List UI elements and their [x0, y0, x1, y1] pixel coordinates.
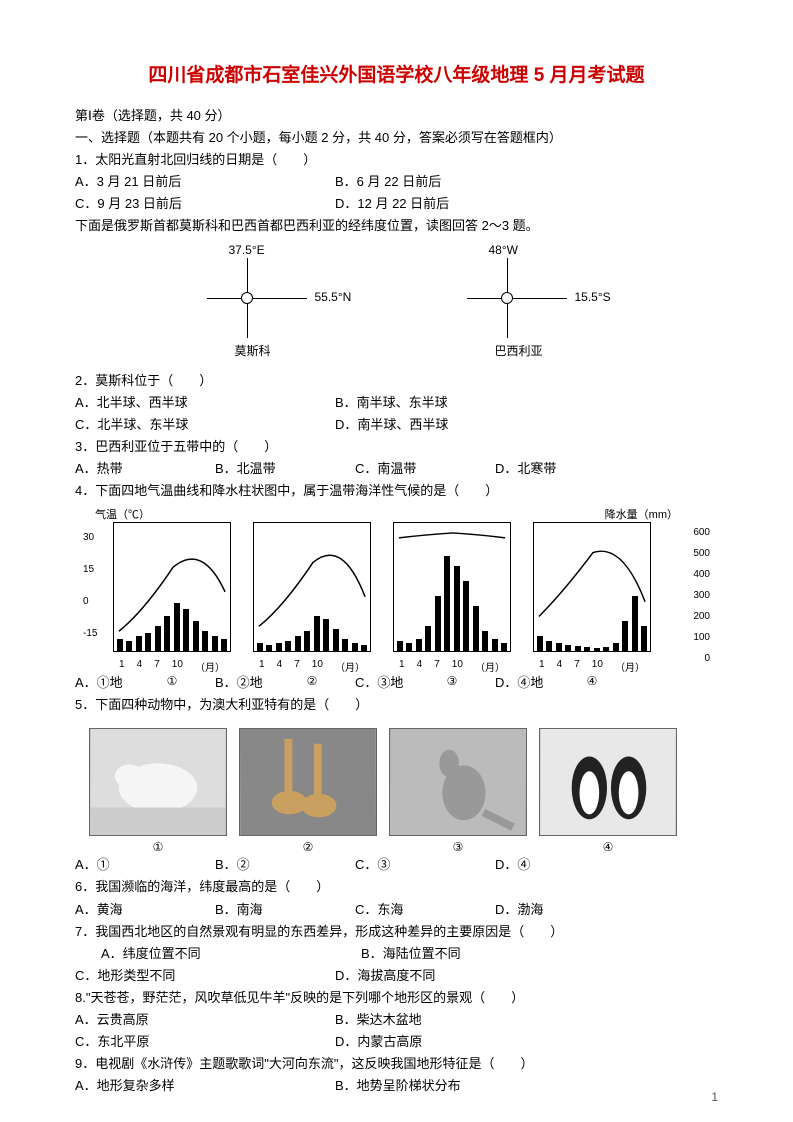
question-7-text: 7．我国西北地区的自然景观有明显的东西差异，形成这种差异的主要原因是（ ） [75, 921, 718, 943]
q6-option-c: C．东海 [355, 899, 495, 921]
animal-giraffe [239, 728, 377, 836]
moscow-coord: 37.5°E 55.5°N 莫斯科 [187, 248, 347, 358]
question-1-text: 1．太阳光直射北回归线的日期是（ ） [75, 149, 718, 171]
question-5-text: 5．下面四种动物中，为澳大利亚特有的是（ ） [75, 694, 718, 716]
q3-option-b: B．北温带 [215, 458, 355, 480]
brasilia-lat: 15.5°S [575, 290, 611, 304]
q4-option-c: C．③地 [355, 672, 495, 694]
q7-option-b: B．海陆位置不同 [361, 943, 461, 965]
moscow-name: 莫斯科 [235, 342, 271, 359]
q1-option-c: C．9 月 23 日前后 [75, 193, 335, 215]
q2-option-a: A．北半球、西半球 [75, 392, 335, 414]
q3-option-a: A．热带 [75, 458, 215, 480]
animal-kangaroo [389, 728, 527, 836]
climate-chart-2 [253, 522, 371, 652]
q4-option-b: B．②地 [215, 672, 355, 694]
q5-option-a: A．① [75, 854, 215, 876]
q3-option-c: C．南温带 [355, 458, 495, 480]
page-title: 四川省成都市石室佳兴外国语学校八年级地理 5 月月考试题 [75, 60, 718, 87]
q6-option-d: D．渤海 [495, 899, 635, 921]
question-3-text: 3．巴西利亚位于五带中的（ ） [75, 436, 718, 458]
coordinate-diagram: 37.5°E 55.5°N 莫斯科 48°W 15.5°S 巴西利亚 [75, 248, 718, 358]
q5-option-b: B．② [215, 854, 355, 876]
q6-option-a: A．黄海 [75, 899, 215, 921]
question-9-text: 9．电视剧《水浒传》主题歌歌词"大河向东流"，这反映我国地形特征是（ ） [75, 1053, 718, 1075]
context-q23: 下面是俄罗斯首都莫斯科和巴西首都巴西利亚的经纬度位置，读图回答 2～3 题。 [75, 215, 718, 237]
q2-option-b: B．南半球、东半球 [335, 392, 448, 414]
moscow-lon: 37.5°E [229, 243, 265, 257]
question-6-text: 6．我国濒临的海洋，纬度最高的是（ ） [75, 876, 718, 898]
climate-chart-1 [113, 522, 231, 652]
animal-labels-row: ① ② ③ ④ [89, 840, 718, 854]
precip-ticks: 600 500 400 300 200 100 0 [693, 522, 710, 669]
q8-option-d: D．内蒙古高原 [335, 1031, 422, 1053]
section-header: 第Ⅰ卷（选择题，共 40 分） [75, 105, 718, 127]
q1-option-a: A．3 月 21 日前后 [75, 171, 335, 193]
q8-option-a: A．云贵高原 [75, 1009, 335, 1031]
q4-option-d: D．④地 [495, 672, 635, 694]
q9-option-a: A．地形复杂多样 [75, 1075, 335, 1097]
climate-charts-container: 气温（℃） 降水量（mm） 30 15 0 -15 600 500 400 30… [75, 508, 718, 688]
q2-option-c: C．北半球、东半球 [75, 414, 335, 436]
brasilia-name: 巴西利亚 [495, 342, 543, 359]
q5-option-d: D．④ [495, 854, 635, 876]
q7-option-d: D．海拔高度不同 [335, 965, 435, 987]
animal-polar-bear [89, 728, 227, 836]
q5-option-c: C．③ [355, 854, 495, 876]
q9-option-b: B．地势呈阶梯状分布 [335, 1075, 461, 1097]
animal-images [89, 728, 718, 836]
q3-option-d: D．北寒带 [495, 458, 635, 480]
q8-option-c: C．东北平原 [75, 1031, 335, 1053]
climate-chart-3 [393, 522, 511, 652]
question-2-text: 2．莫斯科位于（ ） [75, 370, 718, 392]
q8-option-b: B．柴达木盆地 [335, 1009, 422, 1031]
animal-penguin [539, 728, 677, 836]
q7-option-a: A．纬度位置不同 [101, 943, 361, 965]
climate-chart-4 [533, 522, 651, 652]
brasilia-coord: 48°W 15.5°S 巴西利亚 [447, 248, 607, 358]
temp-ticks: 30 15 0 -15 [83, 522, 97, 650]
precip-label: 降水量（mm） [605, 506, 678, 522]
q1-option-d: D．12 月 22 日前后 [335, 193, 449, 215]
q6-option-b: B．南海 [215, 899, 355, 921]
q1-option-b: B．6 月 22 日前后 [335, 171, 441, 193]
question-8-text: 8."天苍苍，野茫茫，风吹草低见牛羊"反映的是下列哪个地形区的景观（ ） [75, 987, 718, 1009]
brasilia-lon: 48°W [489, 243, 518, 257]
temp-label: 气温（℃） [95, 506, 150, 522]
q7-option-c: C．地形类型不同 [75, 965, 335, 987]
q2-option-d: D．南半球、西半球 [335, 414, 448, 436]
moscow-lat: 55.5°N [315, 290, 352, 304]
section-subheader: 一、选择题（本题共有 20 个小题，每小题 2 分，共 40 分，答案必须写在答… [75, 127, 718, 149]
page-number: 1 [711, 1090, 718, 1104]
q4-option-a: A．①地 [75, 672, 215, 694]
question-4-text: 4．下面四地气温曲线和降水柱状图中，属于温带海洋性气候的是（ ） [75, 480, 718, 502]
